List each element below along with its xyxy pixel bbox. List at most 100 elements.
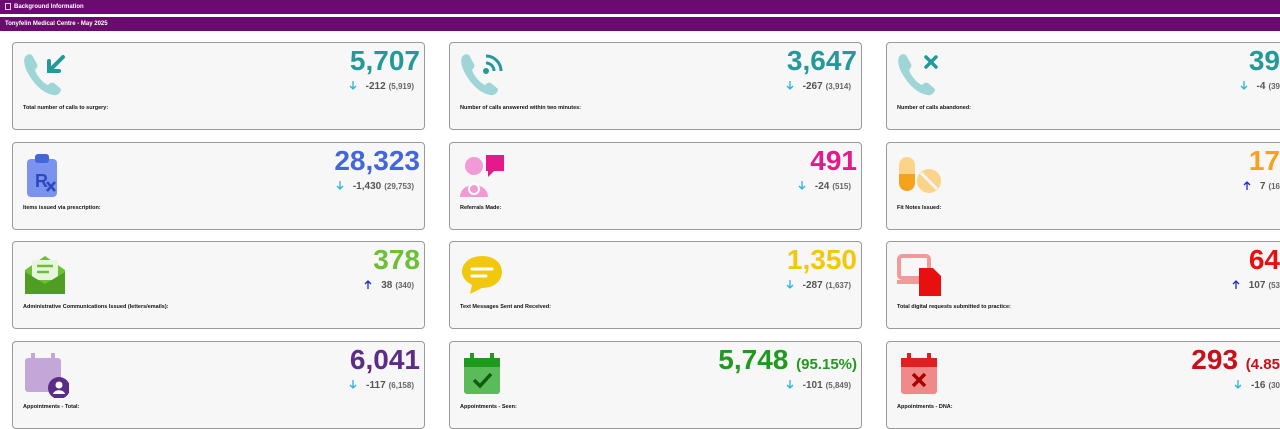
stat-delta: -267 (3,914) — [786, 81, 851, 92]
stat-value-row: 491 — [810, 145, 857, 177]
stat-card: 64 107 (53 Total digital requests submitted… — [886, 241, 1280, 329]
trend-arrow — [364, 280, 372, 289]
icon-graphic — [25, 353, 70, 399]
stat-change: -101 — [802, 380, 823, 391]
stat-change: 7 — [1259, 181, 1266, 192]
stat-icon — [458, 51, 506, 99]
trend-arrow — [786, 81, 794, 90]
stat-value: 5,748 — [718, 344, 789, 375]
stat-change: 107 — [1248, 280, 1266, 291]
stat-change: -1,430 — [352, 181, 382, 192]
stat-icon — [895, 250, 943, 298]
stat-delta: -212 (5,919) — [349, 81, 414, 92]
stat-value: 1,350 — [786, 244, 857, 275]
stat-value-row: 39 — [1249, 45, 1280, 77]
stat-icon — [21, 350, 70, 399]
icon-graphic — [898, 54, 938, 96]
stat-value: 3,647 — [786, 45, 857, 76]
trend-arrow — [786, 280, 794, 289]
stat-change: 38 — [381, 280, 393, 291]
stat-value: 5,707 — [349, 45, 420, 76]
subtitle-bar: Tonyfelin Medical Centre - May 2025 — [0, 17, 1280, 31]
stat-delta: -16 (30 — [1234, 380, 1280, 391]
stat-delta: 107 (53 — [1232, 280, 1280, 291]
stat-change: -212 — [365, 81, 386, 92]
stat-change: -24 — [814, 181, 830, 192]
stat-value-row: 3,647 — [787, 45, 857, 77]
stat-value-row: 378 — [373, 244, 420, 276]
stat-card: 491 -24 (515) Referrals Made: — [449, 142, 862, 230]
trend-arrow — [1240, 81, 1247, 90]
stat-previous: (29,753) — [384, 182, 414, 191]
stat-previous: (53 — [1268, 281, 1280, 290]
stat-icon — [895, 151, 943, 199]
stat-icon — [895, 350, 943, 398]
stat-label: Referrals Made: — [460, 205, 502, 211]
stat-value: 39 — [1248, 45, 1280, 76]
stat-label: Total digital requests submitted to prac… — [897, 304, 1011, 310]
stat-change: -287 — [802, 280, 823, 291]
stat-card: 293 (4.85 -16 (30 Appointments - DNA: — [886, 341, 1280, 429]
stat-previous: (6,158) — [388, 381, 414, 390]
stat-delta: 38 (340) — [364, 280, 414, 291]
stat-delta: -1,430 (29,753) — [336, 181, 414, 192]
trend-arrow — [798, 181, 806, 190]
stat-previous: (5,919) — [388, 82, 414, 91]
stat-previous: (3,914) — [825, 82, 851, 91]
stat-value: 6,041 — [349, 344, 420, 375]
stat-card: 39 -4 (39 Number of calls abandoned: — [886, 42, 1280, 130]
stat-label: Total number of calls to surgery: — [23, 105, 109, 111]
stat-value-note: (4.85 — [1245, 356, 1280, 373]
stat-icon: R — [21, 151, 69, 199]
trend-arrow — [1243, 181, 1251, 190]
icon-graphic: R — [27, 154, 57, 197]
stat-label: Number of calls answered within two minu… — [460, 105, 582, 111]
stat-value: 28,323 — [334, 145, 420, 176]
stat-card: 17 7 (16 Fit Notes Issued: — [886, 142, 1280, 230]
stat-value-note: (95.15%) — [796, 356, 857, 373]
stat-card: 1,350 -287 (1,637) Text Messages Sent and R… — [449, 241, 862, 329]
stat-value: 378 — [373, 244, 420, 275]
stat-card: 5,748 (95.15%) -101 (5,849) Appointments - … — [449, 341, 862, 429]
stat-icon — [21, 250, 69, 298]
stat-icon — [895, 51, 943, 99]
stat-value-row: 28,323 — [334, 145, 420, 177]
icon-graphic — [462, 256, 502, 294]
stat-value-row: 5,748 (95.15%) — [718, 344, 857, 376]
stat-previous: (39 — [1268, 82, 1280, 91]
stat-value: 491 — [810, 145, 857, 176]
trend-arrow — [1232, 280, 1240, 289]
icon-graphic — [899, 157, 941, 193]
stat-label: Items issued via prescription: — [23, 205, 101, 211]
icon-graphic — [897, 254, 941, 296]
stat-label: Appointments - Seen: — [460, 404, 517, 410]
icon-graphic — [24, 54, 65, 96]
icon-graphic — [460, 155, 504, 197]
stat-previous: (1,637) — [825, 281, 851, 290]
stat-value-row: 17 — [1249, 145, 1280, 177]
stat-value: 17 — [1248, 145, 1280, 176]
stat-change: -16 — [1250, 380, 1266, 391]
stat-icon — [458, 350, 506, 398]
icon-graphic — [901, 353, 937, 394]
stat-previous: (30 — [1268, 381, 1280, 390]
icon-graphic — [464, 353, 500, 394]
stat-value: 293 — [1191, 344, 1239, 375]
trend-arrow — [349, 81, 357, 90]
stat-previous: (5,849) — [825, 381, 851, 390]
stat-label: Administrative Communications Issued (le… — [23, 304, 169, 310]
stat-delta: -101 (5,849) — [786, 380, 851, 391]
stat-icon — [458, 151, 506, 199]
stat-previous: (515) — [832, 182, 851, 191]
stat-icon — [21, 51, 69, 99]
stat-card: 5,707 -212 (5,919) Total number of calls to… — [12, 42, 425, 130]
stat-card: R 28,323 -1,430 (29,753) Items issued via pr… — [12, 142, 425, 230]
stat-label: Text Messages Sent and Received: — [460, 304, 551, 310]
stat-icon — [458, 250, 506, 298]
stat-previous: (340) — [395, 281, 414, 290]
stat-label: Number of calls abandoned: — [897, 105, 971, 111]
stat-previous: (16 — [1268, 182, 1280, 191]
trend-arrow — [336, 181, 344, 190]
stat-change: -117 — [366, 380, 386, 391]
